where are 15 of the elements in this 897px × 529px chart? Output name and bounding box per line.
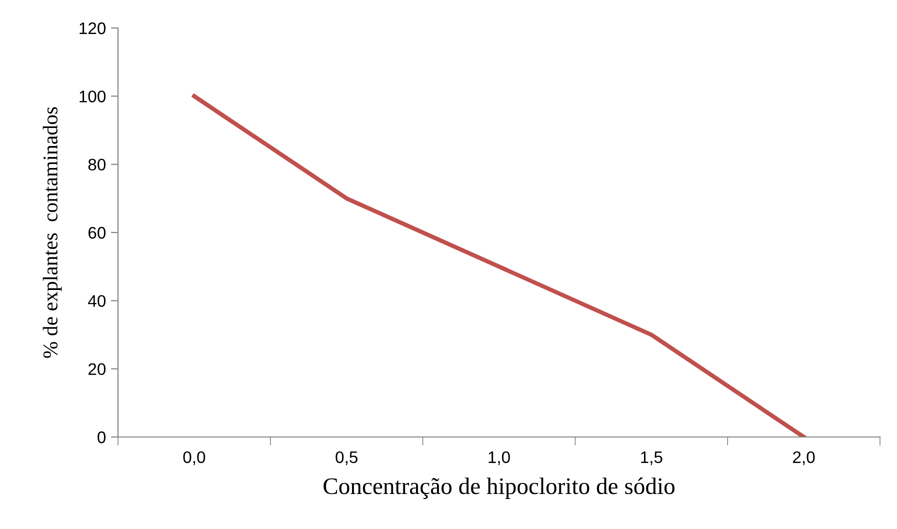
y-axis-title: % de explantes contaminados <box>42 107 62 358</box>
y-tick-label: 0 <box>98 431 106 444</box>
y-tick-label: 40 <box>88 295 106 307</box>
x-tick-label: 2,0 <box>793 451 815 466</box>
x-tick-label: 0,5 <box>336 451 358 466</box>
y-tick-label: 60 <box>88 226 106 239</box>
y-tick-label: 100 <box>80 90 106 102</box>
x-tick-label: 1,5 <box>641 452 662 466</box>
y-tick-label: 80 <box>88 158 106 171</box>
line-series <box>192 94 806 437</box>
y-tick-label: 120 <box>80 22 106 34</box>
x-tick-label: 1,0 <box>488 451 510 466</box>
x-tick-label: 0,0 <box>183 451 206 466</box>
y-tick-label: 20 <box>88 363 106 376</box>
x-axis-title: Concentração de hipoclorito de sódio <box>324 478 674 499</box>
